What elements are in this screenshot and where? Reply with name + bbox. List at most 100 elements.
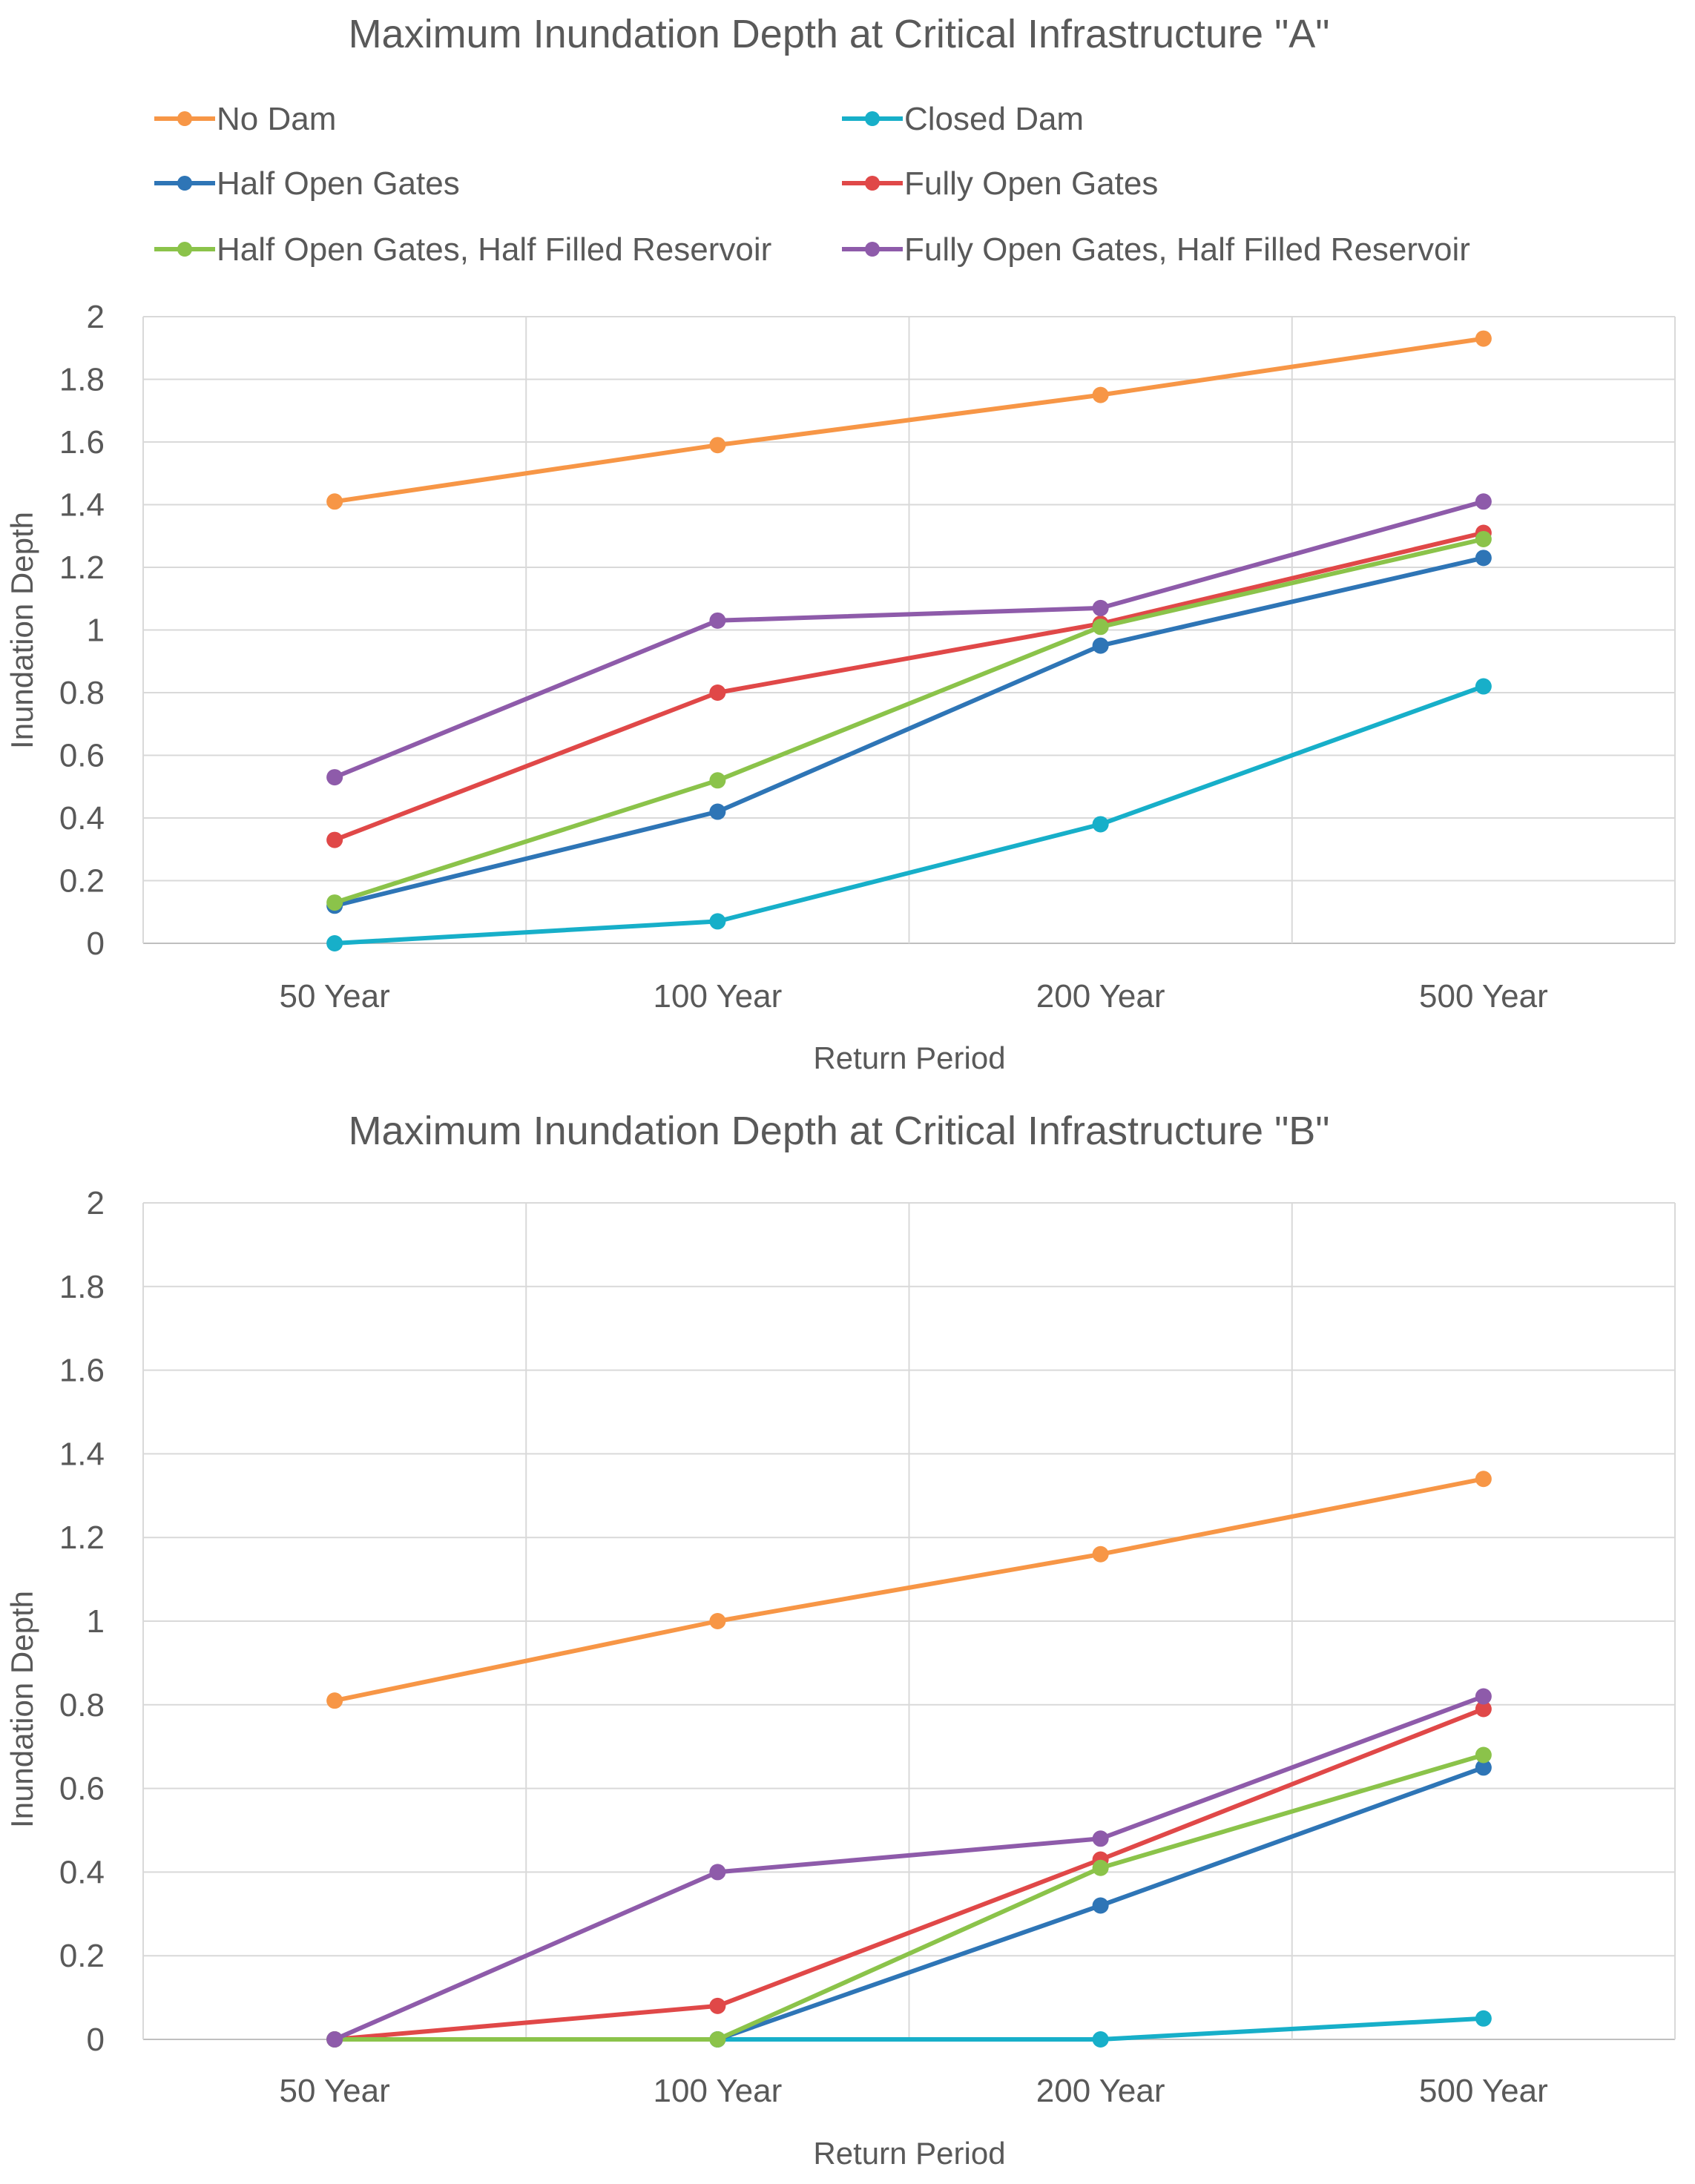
series-half-open-gates-half-filled-reservoir (326, 530, 1492, 911)
series-line (332, 1477, 1486, 1703)
series-line (332, 1694, 1486, 2042)
data-point (1475, 1700, 1492, 1718)
data-point (1092, 1859, 1109, 1876)
y-tick-label: 1.8 (59, 1269, 105, 1305)
data-point (1092, 637, 1109, 654)
series-line (332, 684, 1486, 946)
legend-label: Fully Open Gates, Half Filled Reservoir (904, 231, 1470, 268)
y-tick-label: 0.4 (59, 800, 105, 837)
y-tick-label: 1.4 (59, 487, 105, 524)
y-tick-label: 0.6 (59, 1771, 105, 1807)
series-line (332, 555, 1486, 908)
data-point (709, 1997, 726, 2014)
x-tick-label: 500 Year (1419, 2073, 1548, 2109)
data-point (326, 493, 343, 510)
chart-b-series (326, 1471, 1492, 2048)
data-point (709, 612, 726, 629)
data-point (1475, 530, 1492, 547)
data-point (709, 437, 726, 454)
data-point (326, 894, 343, 911)
chart-b: Maximum Inundation Depth at Critical Inf… (4, 1109, 1676, 2171)
data-point (326, 831, 343, 848)
legend-marker-icon (865, 111, 880, 126)
data-point (709, 684, 726, 701)
legend-item: Half Open Gates (154, 165, 460, 202)
data-point (709, 803, 726, 820)
x-tick-label: 50 Year (279, 978, 389, 1015)
data-point (326, 2031, 343, 2048)
y-tick-label: 1 (87, 613, 105, 649)
data-point (1475, 1471, 1492, 1488)
series-no-dam (326, 330, 1492, 510)
chart-a-x-axis-label: Return Period (813, 1040, 1005, 1075)
data-point (1475, 2010, 1492, 2027)
y-tick-label: 1.6 (59, 1353, 105, 1389)
legend-item: Closed Dam (842, 101, 1084, 137)
data-point (1092, 386, 1109, 403)
y-tick-label: 0.2 (59, 1938, 105, 1974)
series-line (332, 1706, 1486, 2042)
legend-item: Half Open Gates, Half Filled Reservoir (154, 231, 771, 268)
chart-a: Maximum Inundation Depth at Critical Inf… (4, 12, 1676, 1075)
chart-b-x-ticks: 50 Year 100 Year 200 Year 500 Year (279, 2073, 1547, 2109)
legend-marker-icon (177, 111, 192, 126)
data-point (1475, 550, 1492, 567)
legend-item: Fully Open Gates, Half Filled Reservoir (842, 231, 1470, 268)
y-tick-label: 0 (87, 2022, 105, 2058)
data-point (1475, 493, 1492, 510)
data-point (1092, 1897, 1109, 1914)
legend-marker-icon (865, 176, 880, 191)
chart-a-y-axis-label: Inundation Depth (4, 512, 39, 749)
data-point (1475, 678, 1492, 695)
chart-a-x-ticks: 50 Year 100 Year 200 Year 500 Year (279, 978, 1547, 1015)
y-tick-label: 1.8 (59, 362, 105, 398)
series-line (332, 530, 1486, 842)
y-tick-label: 1.2 (59, 1520, 105, 1556)
chart-b-title: Maximum Inundation Depth at Critical Inf… (349, 1109, 1330, 1153)
y-tick-label: 1.6 (59, 424, 105, 461)
y-tick-label: 0.6 (59, 738, 105, 774)
chart-a-y-ticks: 0 0.2 0.4 0.6 0.8 1 1.2 1.4 1.6 1.8 2 (59, 299, 105, 962)
series-line (332, 336, 1486, 504)
y-tick-label: 0.8 (59, 675, 105, 711)
data-point (326, 935, 343, 951)
legend-marker-icon (865, 242, 880, 257)
legend-label: Closed Dam (904, 101, 1084, 137)
series-fully-open-gates-half-filled-reservoir (326, 1688, 1492, 2048)
x-tick-label: 200 Year (1036, 2073, 1165, 2109)
legend-label: Half Open Gates, Half Filled Reservoir (217, 231, 771, 268)
legend-marker-icon (177, 176, 192, 191)
series-line (332, 499, 1486, 780)
legend-item: Fully Open Gates (842, 165, 1158, 202)
chart-a-title: Maximum Inundation Depth at Critical Inf… (349, 12, 1330, 56)
data-point (709, 913, 726, 930)
y-tick-label: 1.2 (59, 550, 105, 586)
y-tick-label: 0.4 (59, 1854, 105, 1890)
data-point (1475, 1688, 1492, 1705)
chart-b-x-axis-label: Return Period (813, 2136, 1005, 2171)
x-tick-label: 200 Year (1036, 978, 1165, 1015)
series-line (332, 537, 1486, 905)
y-tick-label: 2 (87, 1185, 105, 1221)
data-point (709, 2031, 726, 2048)
data-point (1475, 330, 1492, 347)
series-fully-open-gates-half-filled-reservoir (326, 493, 1492, 786)
data-point (1475, 1759, 1492, 1776)
data-point (326, 769, 343, 786)
y-tick-label: 2 (87, 299, 105, 335)
series-no-dam (326, 1471, 1492, 1709)
x-tick-label: 50 Year (279, 2073, 389, 2109)
chart-b-y-axis-label: Inundation Depth (4, 1591, 39, 1828)
data-point (709, 1864, 726, 1881)
data-point (1092, 2031, 1109, 2048)
data-point (1092, 816, 1109, 833)
legend-marker-icon (177, 242, 192, 257)
y-tick-label: 0 (87, 926, 105, 962)
data-point (1475, 1746, 1492, 1764)
y-tick-label: 0.8 (59, 1687, 105, 1723)
data-point (1092, 599, 1109, 616)
data-point (1092, 618, 1109, 636)
legend-label: Half Open Gates (217, 165, 460, 202)
